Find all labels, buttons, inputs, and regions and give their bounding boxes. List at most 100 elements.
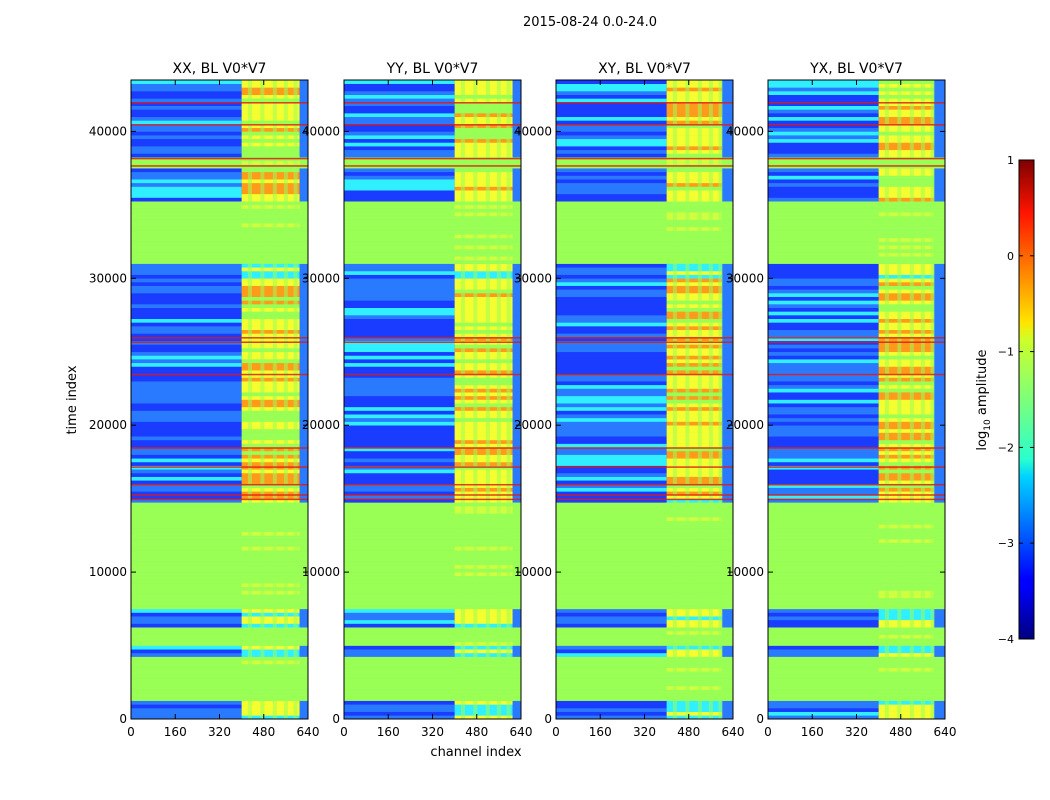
- heatmap-row: [933, 120, 945, 125]
- flagged-band: [556, 667, 733, 672]
- flagged-band: [556, 656, 733, 661]
- heatmap-panel: XY, BL V0*V70 160 320 480 640010000200003000…: [514, 61, 745, 739]
- heatmap-row: [344, 179, 455, 184]
- heatmap-row: [933, 480, 945, 485]
- heatmap-row: [344, 414, 455, 419]
- heatmap-row: [454, 494, 513, 499]
- flagged-band: [131, 528, 308, 533]
- heatmap-row: [933, 395, 945, 400]
- heatmap-row: [344, 355, 455, 360]
- heatmap-row: [878, 392, 934, 397]
- heatmap-row: [299, 138, 308, 143]
- heatmap-row: [299, 135, 308, 140]
- heatmap-row: [241, 700, 300, 705]
- heatmap-row: [666, 362, 722, 367]
- heatmap-row: [768, 373, 879, 378]
- heatmap-row: [666, 138, 722, 143]
- heatmap-row: [768, 384, 879, 389]
- flagged-band: [556, 564, 733, 569]
- heatmap-row: [512, 142, 521, 147]
- heatmap-row: [344, 417, 455, 422]
- heatmap-row: [768, 281, 879, 286]
- heatmap-row: [131, 171, 242, 176]
- heatmap-row: [241, 359, 300, 364]
- heatmap-row: [299, 454, 308, 459]
- heatmap-row: [512, 491, 521, 496]
- heatmap-row: [131, 296, 242, 301]
- heatmap-row: [454, 414, 513, 419]
- heatmap-row: [768, 304, 879, 308]
- heatmap-row: [933, 498, 945, 503]
- heatmap-row: [666, 190, 722, 195]
- flagged-band: [131, 520, 308, 525]
- heatmap-row: [241, 175, 300, 180]
- heatmap-row: [666, 373, 722, 378]
- heatmap-row: [666, 432, 722, 437]
- flagged-band: [556, 660, 733, 665]
- heatmap-row: [241, 454, 300, 459]
- heatmap-row: [512, 384, 521, 389]
- heatmap-row: [933, 487, 945, 492]
- heatmap-row: [241, 344, 300, 349]
- heatmap-row: [933, 146, 945, 151]
- flagged-band: [768, 682, 945, 687]
- heatmap-row: [131, 351, 242, 356]
- heatmap-row: [344, 190, 455, 195]
- heatmap-row: [556, 645, 667, 650]
- heatmap-row: [131, 612, 242, 617]
- heatmap-row: [344, 311, 455, 316]
- flagged-band: [556, 502, 733, 507]
- heatmap-row: [721, 384, 733, 389]
- heatmap-row: [131, 491, 242, 496]
- heatmap-row: [878, 370, 934, 375]
- heatmap-row: [666, 146, 722, 151]
- heatmap-row: [512, 388, 521, 393]
- heatmap-row: [721, 388, 733, 393]
- heatmap-row: [878, 175, 934, 180]
- heatmap-row: [666, 384, 722, 389]
- heatmap-row: [344, 619, 455, 624]
- heatmap-row: [299, 421, 308, 426]
- heatmap-row: [299, 153, 308, 158]
- heatmap-row: [299, 450, 308, 455]
- heatmap-row: [878, 348, 934, 353]
- flagged-band: [344, 528, 521, 533]
- heatmap-row: [666, 645, 722, 650]
- heatmap-row: [933, 197, 945, 202]
- heatmap-row: [344, 153, 455, 158]
- heatmap-row: [878, 83, 934, 88]
- heatmap-row: [344, 138, 455, 143]
- heatmap-row: [344, 197, 455, 202]
- heatmap-row: [768, 498, 879, 503]
- heatmap-row: [933, 432, 945, 437]
- heatmap-row: [131, 135, 242, 140]
- heatmap-row: [721, 395, 733, 400]
- heatmap-row: [556, 487, 667, 492]
- heatmap-row: [344, 707, 455, 712]
- heatmap-row: [454, 616, 513, 621]
- heatmap-row: [454, 362, 513, 367]
- heatmap-row: [344, 270, 455, 275]
- heatmap-row: [878, 153, 934, 158]
- heatmap-row: [721, 443, 733, 448]
- heatmap-row: [131, 480, 242, 485]
- flagged-band: [344, 223, 521, 228]
- flagged-band: [556, 678, 733, 683]
- y-tick-label: 20000: [514, 418, 552, 432]
- rfi-row: [131, 498, 308, 501]
- heatmap-row: [878, 102, 934, 107]
- heatmap-row: [454, 454, 513, 459]
- heatmap-row: [878, 289, 934, 294]
- heatmap-row: [454, 410, 513, 415]
- y-tick-label: 20000: [302, 418, 340, 432]
- heatmap-row: [666, 91, 722, 95]
- heatmap-row: [768, 348, 879, 353]
- heatmap-row: [556, 711, 667, 716]
- heatmap-row: [666, 109, 722, 114]
- heatmap-row: [131, 443, 242, 448]
- heatmap-row: [556, 98, 667, 103]
- heatmap-row: [878, 146, 934, 151]
- heatmap-row: [512, 281, 521, 286]
- heatmap-row: [454, 480, 513, 485]
- flagged-band: [131, 590, 308, 595]
